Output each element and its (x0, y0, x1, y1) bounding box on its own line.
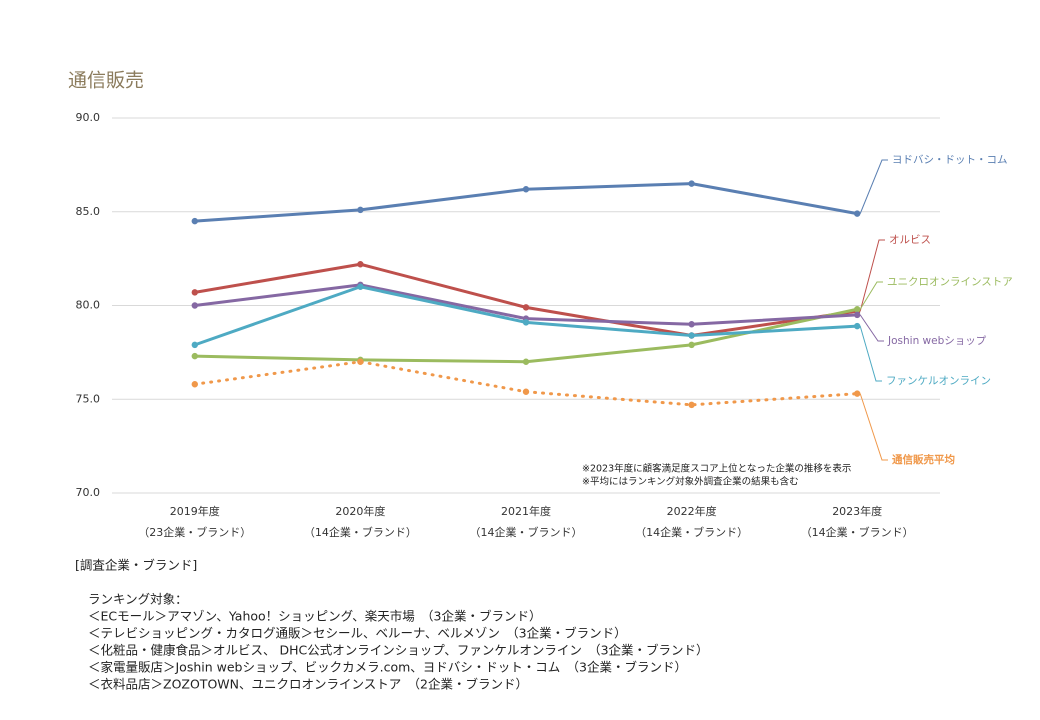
note: ※平均にはランキング対象外調査企業の結果も含む (582, 476, 799, 488)
series-label: ユニクロオンラインストア (887, 276, 1013, 288)
point (854, 390, 861, 397)
point (357, 206, 364, 214)
series-label: Joshin webショップ (887, 335, 987, 347)
point (854, 306, 861, 313)
point (854, 210, 861, 217)
x-tick-sublabel: （14企業・ブランド） (801, 525, 914, 539)
point (191, 352, 198, 360)
point (357, 358, 364, 365)
point (688, 341, 695, 349)
leader-line (859, 159, 888, 214)
point (688, 401, 695, 409)
point (522, 304, 530, 311)
leader-line (859, 314, 884, 342)
y-tick-label: 85.0 (76, 205, 101, 218)
footer-line: ＜家電量販店＞Joshin webショップ、ビックカメラ.com、ヨドバシ・ドッ… (88, 660, 687, 675)
x-tick-sublabel: （23企業・ブランド） (138, 525, 251, 539)
y-tick-label: 70.0 (76, 486, 101, 499)
footer-line: ＜衣料品店＞ZOZOTOWN、ユニクロオンラインストア （2企業・ブランド） (88, 677, 528, 692)
leader-line (859, 281, 883, 310)
leader-line (859, 393, 888, 461)
point (688, 180, 695, 187)
point (191, 217, 198, 225)
x-tick-label: 2022年度 (667, 504, 717, 518)
leader-line (859, 325, 882, 382)
note: ※2023年度に顧客満足度スコア上位となった企業の推移を表示 (582, 463, 851, 475)
x-tick-sublabel: （14企業・ブランド） (635, 525, 748, 539)
point (688, 321, 695, 328)
point (522, 186, 530, 193)
point (191, 289, 198, 296)
series-line (193, 360, 859, 407)
point (522, 358, 530, 365)
chart-title: 通信販売 (68, 70, 144, 92)
series-label: ヨドバシ・ドット・コム (892, 154, 1008, 166)
y-tick-label: 80.0 (76, 299, 101, 312)
footer-subheading: ランキング対象： (88, 592, 188, 607)
y-tick-label: 75.0 (76, 392, 101, 405)
footer-line: ＜化粧品・健康食品＞オルビス、 DHC公式オンラインショップ、ファンケルオンライ… (88, 643, 709, 658)
x-tick-label: 2021年度 (501, 504, 551, 518)
series-label: ファンケルオンライン (886, 375, 991, 387)
y-tick-label: 90.0 (76, 111, 101, 124)
point (688, 332, 695, 339)
point (854, 311, 861, 319)
x-tick-label: 2023年度 (832, 504, 882, 518)
series-label: オルビス (889, 234, 931, 246)
leader-line (859, 239, 885, 312)
x-tick-label: 2019年度 (170, 504, 220, 518)
point (191, 302, 198, 309)
x-tick-sublabel: （14企業・ブランド） (470, 525, 583, 539)
point (191, 341, 198, 349)
point (522, 319, 530, 326)
point (854, 322, 861, 330)
point (191, 381, 198, 388)
footer-heading: [調査企業・ブランド] (75, 558, 197, 573)
footer-line: ＜ECモール＞アマゾン、Yahoo！ショッピング、楽天市場 （3企業・ブランド） (88, 609, 542, 624)
x-tick-sublabel: （14企業・ブランド） (304, 525, 417, 539)
point (357, 283, 364, 290)
point (522, 388, 530, 395)
point (357, 261, 364, 268)
x-tick-label: 2020年度 (335, 504, 385, 518)
series-label: 通信販売平均 (892, 453, 955, 466)
footer-line: ＜テレビショッピング・カタログ通販＞セシール、ベルーナ、ベルメゾン （3企業・ブ… (88, 626, 627, 641)
